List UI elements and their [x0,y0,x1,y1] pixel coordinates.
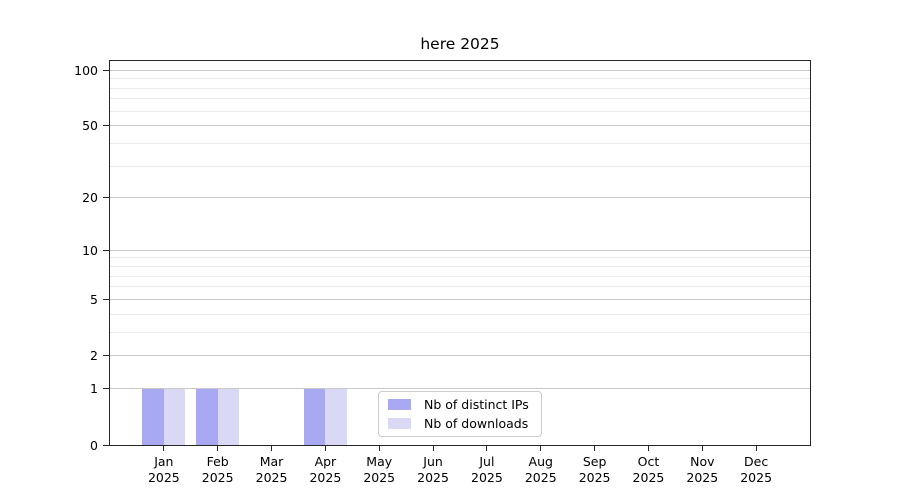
x-tick-label: Feb 2025 [201,454,234,485]
gridline-minor [110,286,810,288]
gridline-minor [110,87,810,89]
y-tick-mark [103,69,109,71]
x-tick-label: Jul 2025 [471,454,503,485]
gridline-minor [110,98,810,100]
gridline-major [110,249,810,251]
y-tick-label: 10 [82,242,98,258]
gridline-major [110,69,810,71]
y-tick-mark [103,298,109,300]
gridline-minor [110,78,810,80]
x-tick-mark [432,445,434,451]
gridline-major [110,298,810,300]
y-tick-label: 20 [82,190,98,206]
x-tick-label: Aug 2025 [524,454,557,485]
x-tick-label: Apr 2025 [309,454,342,485]
x-tick-mark [378,445,380,451]
gridline-minor [110,110,810,112]
legend-swatch-downloads [388,418,411,429]
x-tick-label: May 2025 [363,454,396,485]
legend: Nb of distinct IPs Nb of downloads [378,391,542,437]
gridline-major [110,125,810,127]
x-tick-label: Jun 2025 [417,454,449,485]
chart-title: here 2025 [420,35,500,53]
y-tick-label: 2 [90,348,98,364]
x-tick-label: Nov 2025 [686,454,719,485]
y-tick-mark [103,249,109,251]
y-tick-mark [103,125,109,127]
bar-downloads-feb [217,388,240,445]
gridline-minor [110,331,810,333]
x-tick-label: Sep 2025 [578,454,611,485]
x-tick-mark [647,445,649,451]
x-tick-label: Jan 2025 [147,454,180,485]
gridline-minor [110,275,810,277]
legend-swatch-distinct-ips [388,399,411,410]
bar-distinct-ips-jan [142,388,164,445]
x-tick-mark [540,445,542,451]
x-tick-mark [163,445,165,451]
x-tick-label: Mar 2025 [255,454,288,485]
x-tick-mark [486,445,488,451]
gridline-major [110,355,810,357]
bar-distinct-ips-apr [303,388,326,445]
gridline-major [110,388,810,390]
bar-downloads-jan [163,388,186,445]
plot-area: Nb of distinct IPs Nb of downloads 0 1 2 5 1… [74,60,811,485]
x-tick-mark [271,445,273,451]
gridline-minor [110,165,810,167]
x-tick-mark [217,445,219,451]
gridline-minor [110,313,810,315]
x-tick-mark [324,445,326,451]
gridline-minor [110,257,810,259]
y-tick-mark [103,355,109,357]
y-tick-mark [103,197,109,199]
gridline-minor [110,266,810,268]
y-tick-mark [103,388,109,390]
legend-row-downloads: Nb of downloads [379,414,541,433]
legend-label-downloads: Nb of downloads [424,416,529,431]
y-tick-label: 50 [82,118,98,134]
gridline-major [110,197,810,199]
x-tick-mark [755,445,757,451]
y-tick-label: 0 [90,437,98,453]
gridline-minor [110,142,810,144]
y-tick-mark [103,444,109,446]
x-tick-mark [701,445,703,451]
legend-label-distinct-ips: Nb of distinct IPs [424,397,529,412]
y-tick-label: 1 [90,381,98,397]
x-tick-mark [594,445,596,451]
legend-row-distinct-ips: Nb of distinct IPs [379,395,541,414]
x-tick-label: Oct 2025 [632,454,665,485]
y-tick-label: 5 [90,291,98,307]
x-tick-label: Dec 2025 [740,454,773,485]
bar-downloads-apr [325,388,347,445]
y-tick-label: 100 [74,62,98,78]
bar-distinct-ips-feb [196,388,218,445]
